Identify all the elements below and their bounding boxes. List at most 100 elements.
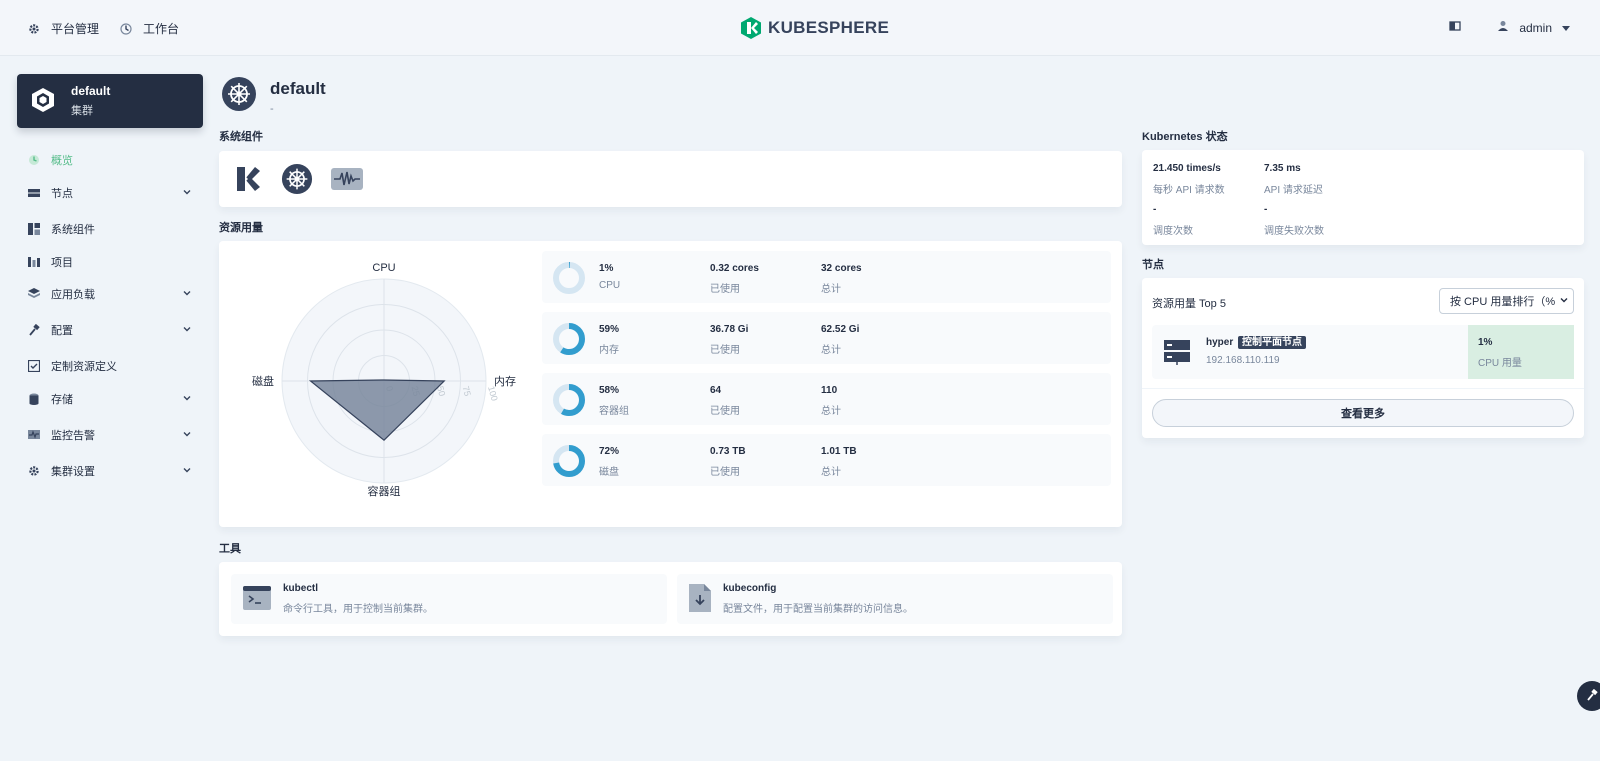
tool-name: kubectl — [283, 583, 319, 594]
resource-row-cpu: 1% CPU 0.32 cores 已使用 32 cores 总计 — [542, 251, 1111, 303]
node-cpu-value: 1% — [1478, 337, 1493, 348]
logo-text: KUBESPHERE — [768, 18, 890, 37]
radar-axis-label: CPU — [372, 262, 395, 274]
disk-label: 磁盘 — [599, 467, 619, 478]
gear-icon — [27, 22, 41, 36]
sidebar-item-label: 项目 — [51, 257, 73, 269]
donut-fill — [553, 262, 585, 294]
sidebar-item-overview[interactable]: 概览 — [28, 150, 192, 170]
memory-total: 62.52 Gi — [821, 324, 860, 335]
hammer-icon — [1586, 688, 1598, 704]
pods-percent: 58% — [599, 385, 620, 396]
kubernetes-component-icon[interactable] — [281, 163, 313, 198]
schedule-count-stat: - 调度次数 — [1153, 204, 1193, 237]
node-role-badge: 控制平面节点 — [1238, 336, 1307, 349]
sort-select-value: 按 CPU 用量排行（% — [1450, 296, 1556, 308]
sidebar-item-label: 存储 — [51, 394, 73, 406]
radar-axis-label: 容器组 — [368, 484, 401, 498]
sidebar-item-nodes[interactable]: 节点 — [28, 183, 192, 203]
pods-total-label: 总计 — [821, 406, 841, 417]
cpu-donut-chart — [553, 262, 585, 294]
user-name: admin — [1519, 20, 1552, 35]
file-download-icon — [689, 583, 711, 615]
chevron-down-icon — [182, 288, 192, 301]
sidebar-item-label: 监控告警 — [51, 430, 95, 442]
view-more-button[interactable]: 查看更多 — [1152, 399, 1574, 427]
node-ip: 192.168.110.119 — [1206, 355, 1280, 366]
sidebar-item-storage[interactable]: 存储 — [28, 389, 192, 409]
page-description: - — [270, 103, 274, 115]
platform-management-label: 平台管理 — [51, 22, 100, 36]
donut-fill — [553, 323, 585, 355]
pods-used: 64 — [710, 385, 722, 396]
stat-label: 调度次数 — [1153, 226, 1193, 237]
hammer-icon — [28, 324, 40, 336]
radar-tick-label: 75 — [461, 385, 473, 397]
section-title-resources: 资源用量 — [219, 222, 263, 234]
stat-label: 每秒 API 请求数 — [1153, 185, 1225, 196]
toolbox-float-button[interactable] — [1577, 681, 1600, 711]
sidebar-item-cluster-settings[interactable]: 集群设置 — [28, 461, 192, 481]
sidebar-item-crd[interactable]: 定制资源定义 — [28, 356, 192, 376]
kubernetes-icon — [222, 77, 256, 114]
memory-percent: 59% — [599, 324, 620, 335]
donut-fill — [553, 384, 585, 416]
cpu-total: 32 cores — [821, 263, 862, 274]
workbench-link[interactable]: 工作台 — [119, 20, 179, 37]
resource-row-disk: 72% 磁盘 0.73 TB 已使用 1.01 TB 总计 — [542, 434, 1111, 486]
tool-description: 配置文件，用于配置当前集群的访问信息。 — [723, 604, 913, 615]
monitoring-component-icon[interactable] — [331, 168, 363, 193]
chevron-down-icon — [182, 324, 192, 337]
user-menu[interactable]: admin — [1497, 20, 1570, 35]
disk-total-label: 总计 — [821, 467, 841, 478]
api-requests-stat: 21.450 times/s 每秒 API 请求数 — [1153, 163, 1225, 196]
appcluster-icon — [28, 288, 40, 300]
stat-value: - — [1153, 204, 1157, 215]
tool-description: 命令行工具，用于控制当前集群。 — [283, 604, 433, 615]
cluster-name: default — [71, 84, 111, 98]
sidebar-item-components[interactable]: 系统组件 — [28, 219, 192, 239]
sidebar-item-label: 概览 — [51, 155, 73, 167]
cpu-used: 0.32 cores — [710, 263, 759, 274]
sidebar-item-monitoring[interactable]: 监控告警 — [28, 425, 192, 445]
sidebar-item-config[interactable]: 配置 — [28, 320, 192, 340]
dashboard-icon — [28, 154, 40, 166]
kubeconfig-tool[interactable]: kubeconfig 配置文件，用于配置当前集群的访问信息。 — [677, 574, 1113, 624]
radar-tick-label: 100 — [486, 385, 500, 402]
sidebar-item-label: 集群设置 — [51, 466, 95, 478]
kubesphere-component-icon[interactable] — [233, 164, 263, 197]
nodes-top-title: 资源用量 Top 5 — [1152, 298, 1226, 310]
stat-label: API 请求延迟 — [1264, 185, 1323, 196]
cluster-card[interactable]: default 集群 — [17, 74, 203, 128]
notification-icon[interactable] — [1449, 20, 1461, 35]
k8s-status-panel: 21.450 times/s 每秒 API 请求数 7.35 ms API 请求… — [1142, 150, 1584, 245]
disk-used: 0.73 TB — [710, 446, 746, 457]
radar-axis-label: 磁盘 — [252, 374, 274, 388]
section-title-components: 系统组件 — [219, 131, 263, 143]
top-bar: 平台管理 工作台 KUBESPHERE admin — [0, 0, 1600, 56]
sidebar-item-label: 节点 — [51, 188, 73, 200]
crd-icon — [28, 360, 40, 372]
radar-tick-label: 50 — [435, 385, 447, 397]
kubectl-tool[interactable]: kubectl 命令行工具，用于控制当前集群。 — [231, 574, 667, 624]
gear-icon — [28, 465, 40, 477]
memory-used: 36.78 Gi — [710, 324, 749, 335]
kubesphere-logo-icon — [741, 17, 761, 39]
sidebar-item-label: 定制资源定义 — [51, 361, 117, 373]
chevron-down-icon — [182, 429, 192, 442]
node-cpu-label: CPU 用量 — [1478, 358, 1522, 369]
sort-select[interactable]: 按 CPU 用量排行（% — [1439, 288, 1574, 314]
radar-chart: 0255075100CPU内存容器组磁盘 — [252, 262, 516, 498]
stat-value: 21.450 times/s — [1153, 163, 1221, 174]
sidebar-item-projects[interactable]: 项目 — [28, 252, 192, 272]
server-icon — [1164, 339, 1192, 368]
kubesphere-logo[interactable]: KUBESPHERE — [740, 16, 889, 40]
components-icon — [28, 223, 40, 235]
memory-donut-chart — [553, 323, 585, 355]
tool-name: kubeconfig — [723, 583, 777, 594]
node-row[interactable]: hyper 控制平面节点 192.168.110.119 1% CPU 用量 — [1152, 325, 1574, 379]
platform-management-link[interactable]: 平台管理 — [27, 20, 99, 37]
nodes-panel: 资源用量 Top 5 按 CPU 用量排行（% hyper 控制平面节点 192… — [1142, 278, 1584, 438]
sidebar-item-label: 系统组件 — [51, 224, 95, 236]
sidebar-item-workloads[interactable]: 应用负载 — [28, 284, 192, 304]
